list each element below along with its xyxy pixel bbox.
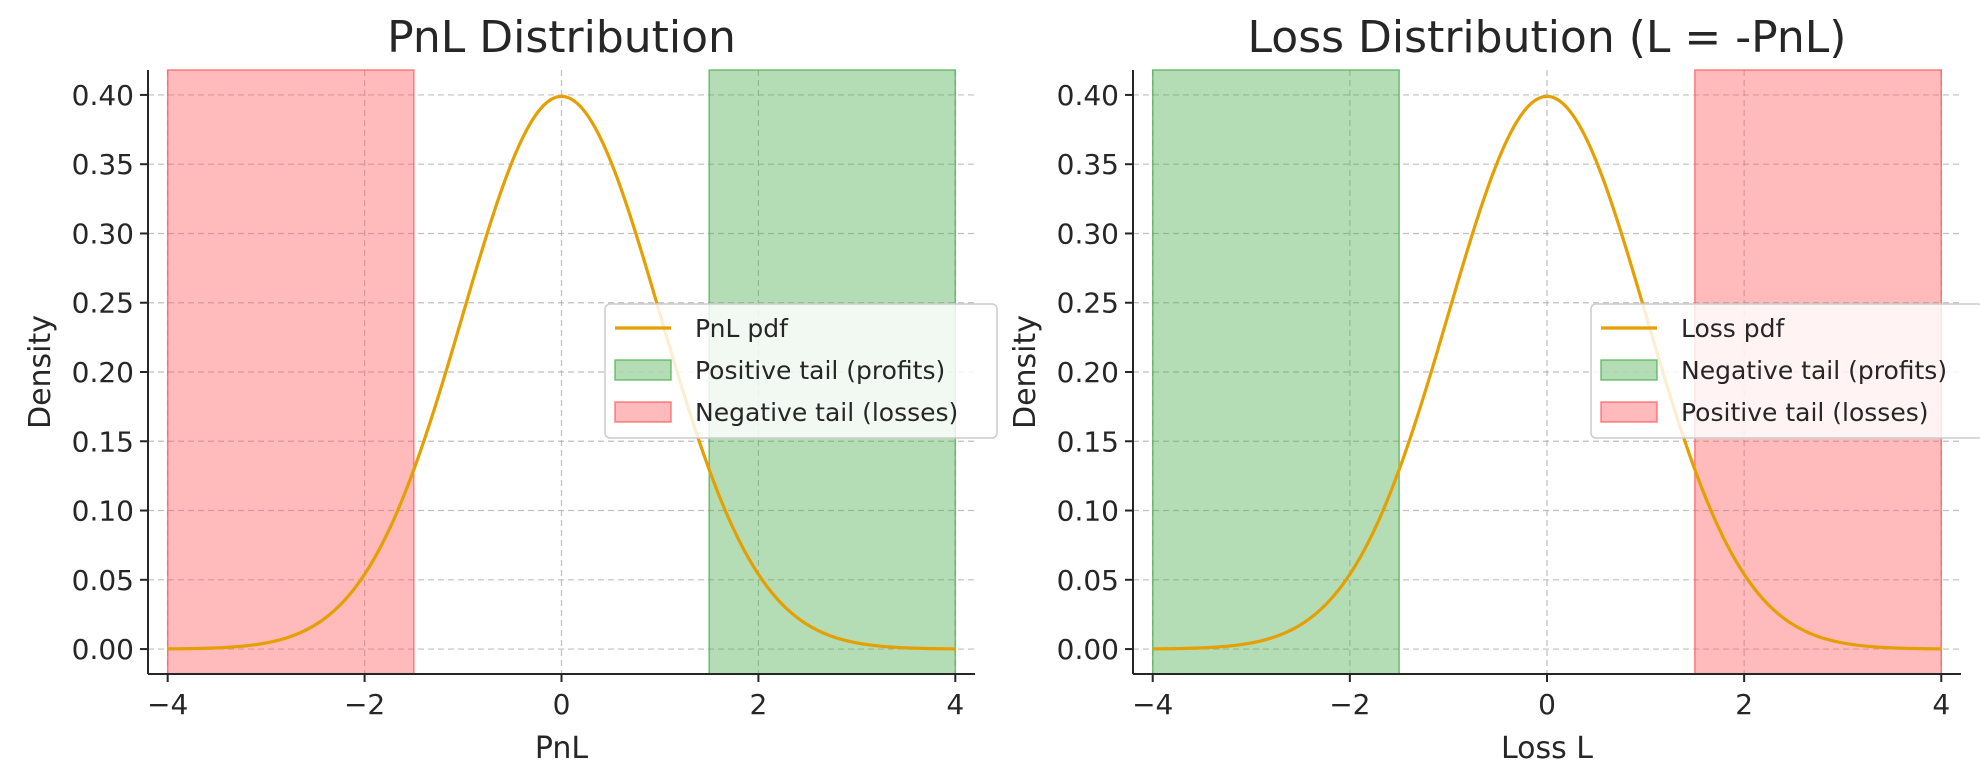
legend-patch-handle [614, 401, 672, 423]
y-tick-label: 0.30 [72, 217, 134, 250]
x-tick-label: −2 [1329, 688, 1370, 721]
y-axis-label: Density [23, 315, 58, 429]
y-tick-label: 0.15 [72, 425, 134, 458]
legend-label: Loss pdf [1681, 314, 1786, 343]
x-tick-label: 4 [946, 688, 964, 721]
x-tick-label: −2 [344, 688, 385, 721]
tail-band [166, 69, 415, 675]
x-tick-label: −4 [1132, 688, 1173, 721]
legend-label: PnL pdf [695, 314, 789, 343]
y-tick-label: 0.30 [1057, 217, 1119, 250]
x-tick-label: 4 [1932, 688, 1950, 721]
y-tick-label: 0.00 [72, 633, 134, 666]
chart-panel-2: −4 −2 0 2 4 0.00 0.05 0.10 0.15 0.20 0.25 0.30 0.35 0… [1008, 12, 1980, 766]
legend-patch-handle [1600, 359, 1658, 381]
legend: PnL pdf Positive tail (profits) Negative t… [604, 303, 998, 439]
chart-title: PnL Distribution [387, 12, 736, 63]
legend-label: Positive tail (losses) [1681, 398, 1929, 427]
legend-box [604, 303, 998, 439]
x-tick-label: 2 [749, 688, 767, 721]
y-tick-label: 0.20 [72, 356, 134, 389]
x-axis-label: PnL [535, 731, 589, 766]
pdf-line [1152, 94, 1942, 651]
y-tick-label: 0.40 [1057, 79, 1119, 112]
chart-title: Loss Distribution (L = -PnL) [1248, 12, 1847, 63]
y-tick-label: 0.25 [72, 287, 134, 320]
y-tick-label: 0.05 [72, 564, 134, 597]
x-tick-label: −4 [147, 688, 188, 721]
x-tick-label: 2 [1735, 688, 1753, 721]
legend-patch-handle [614, 359, 672, 381]
y-tick-label: 0.35 [72, 148, 134, 181]
y-tick-label: 0.10 [1057, 495, 1119, 528]
legend-label: Negative tail (profits) [1681, 356, 1947, 385]
y-tick-label: 0.00 [1057, 633, 1119, 666]
tail-band [1151, 69, 1400, 675]
y-tick-label: 0.20 [1057, 356, 1119, 389]
x-tick-label: 0 [553, 688, 571, 721]
legend-box [1590, 303, 1980, 439]
legend-label: Negative tail (losses) [695, 398, 958, 427]
legend-patch-handle [1600, 401, 1658, 423]
legend-label: Positive tail (profits) [695, 356, 945, 385]
x-axis-label: Loss L [1501, 731, 1593, 766]
y-tick-label: 0.15 [1057, 425, 1119, 458]
x-tick-label: 0 [1538, 688, 1556, 721]
y-tick-label: 0.35 [1057, 148, 1119, 181]
y-tick-label: 0.10 [72, 495, 134, 528]
chart-panel-1: −4 −2 0 2 4 0.00 0.05 0.10 0.15 0.20 0.25 0.30 0.35 0… [23, 12, 998, 766]
y-tick-label: 0.05 [1057, 564, 1119, 597]
pdf-line [167, 94, 956, 651]
y-tick-label: 0.40 [72, 79, 134, 112]
y-tick-label: 0.25 [1057, 287, 1119, 320]
y-axis-label: Density [1008, 315, 1043, 429]
legend: Loss pdf Negative tail (profits) Positive … [1590, 303, 1980, 439]
